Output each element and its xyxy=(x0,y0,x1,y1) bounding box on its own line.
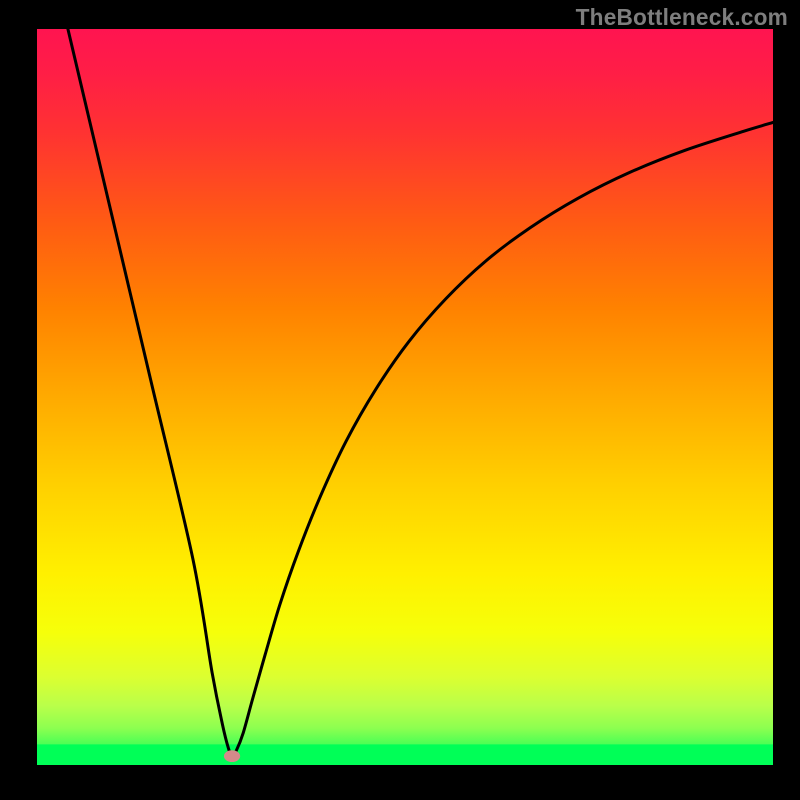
gradient-background xyxy=(37,29,773,765)
attribution-label: TheBottleneck.com xyxy=(576,4,788,31)
green-band xyxy=(37,744,773,765)
optimal-point-marker xyxy=(224,750,240,762)
chart-container: TheBottleneck.com xyxy=(0,0,800,800)
bottleneck-v-curve-chart xyxy=(0,0,800,800)
